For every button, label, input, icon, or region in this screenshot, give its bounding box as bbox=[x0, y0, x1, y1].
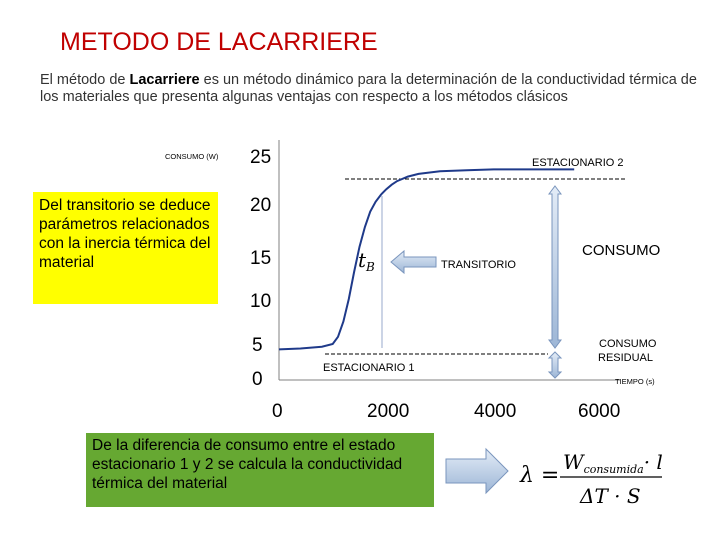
residual-label-line1: CONSUMO bbox=[599, 338, 657, 350]
residual-double-arrow bbox=[547, 351, 563, 379]
tb-label-sub: B bbox=[365, 260, 375, 274]
x-tick-0: 0 bbox=[272, 401, 283, 422]
y-tick-10: 10 bbox=[250, 291, 271, 312]
formula-numerator: Wconsumida· l bbox=[563, 450, 663, 476]
residual-label-line2: RESIDUAL bbox=[598, 352, 653, 364]
consumption-double-arrow bbox=[548, 185, 562, 349]
page-title: METODO DE LACARRIERE bbox=[60, 28, 378, 56]
y-axis-label: CONSUMO (W) bbox=[165, 152, 219, 161]
formula-numerator-main: W bbox=[563, 450, 585, 474]
intro-text-end: es un método dinámico para la determinac… bbox=[40, 72, 697, 105]
y-tick-5: 5 bbox=[252, 335, 263, 356]
conclusion-box: De la diferencia de consumo entre el est… bbox=[86, 433, 434, 507]
x-tick-2000: 2000 bbox=[367, 401, 409, 422]
x-axis-label: TIEMPO (s) bbox=[615, 377, 655, 386]
steady-state-2-label: ESTACIONARIO 2 bbox=[532, 157, 623, 169]
transient-arrow bbox=[390, 249, 437, 275]
transient-note-box: Del transitorio se deduce parámetros rel… bbox=[33, 192, 218, 304]
consumption-series-line bbox=[278, 168, 575, 351]
formula-numerator-sub: consumida bbox=[584, 463, 644, 476]
formula-arrow bbox=[445, 447, 509, 495]
intro-text-bold: Lacarriere bbox=[129, 72, 200, 88]
x-tick-4000: 4000 bbox=[474, 401, 516, 422]
y-tick-20: 20 bbox=[250, 195, 271, 216]
intro-paragraph: El método de Lacarriere es un método din… bbox=[40, 72, 700, 106]
intro-text-start: El método de bbox=[40, 72, 130, 88]
y-tick-25: 25 bbox=[250, 147, 271, 168]
steady-state-1-label: ESTACIONARIO 1 bbox=[323, 362, 414, 374]
formula-lhs: λ = bbox=[519, 463, 559, 488]
formula-numerator-tail: · l bbox=[644, 450, 663, 474]
tb-label-main: t bbox=[358, 248, 367, 272]
formula-denominator: ΔT · S bbox=[579, 484, 641, 508]
x-tick-6000: 6000 bbox=[578, 401, 620, 422]
transient-label: TRANSITORIO bbox=[441, 259, 516, 271]
y-tick-15: 15 bbox=[250, 248, 271, 269]
tb-label: tB bbox=[358, 248, 375, 274]
y-tick-0: 0 bbox=[252, 369, 263, 390]
consumption-label: CONSUMO bbox=[582, 242, 660, 259]
